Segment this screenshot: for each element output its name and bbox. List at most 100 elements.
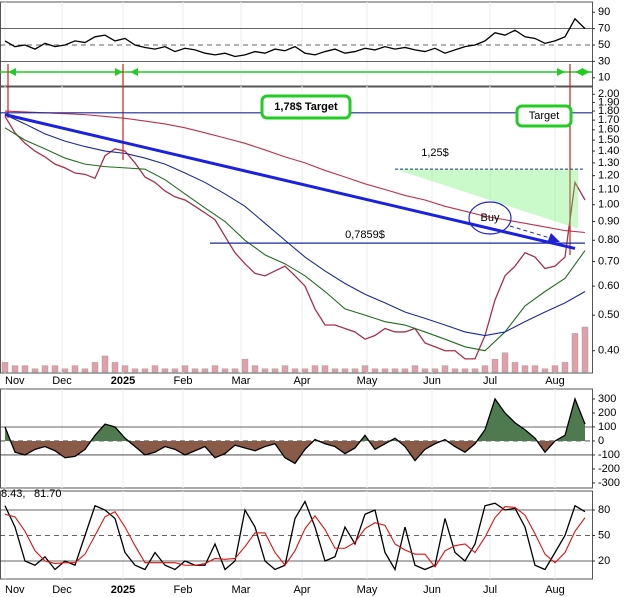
y-tick-label: 0.70 <box>598 255 619 267</box>
x-tick-label: Dec <box>52 375 72 387</box>
volume-bar <box>31 368 39 373</box>
volume-bar <box>321 365 329 373</box>
stoch-k-label: 8.43, <box>1 488 25 500</box>
y-tick-label: 0.50 <box>598 309 619 321</box>
volume-bar <box>1 362 9 373</box>
arrow-head <box>115 68 123 76</box>
volume-bar <box>201 368 209 373</box>
y-tick-label: 90 <box>598 6 610 18</box>
volume-bar <box>571 333 579 373</box>
volume-bar <box>81 368 89 373</box>
target-box-label: Target <box>529 110 560 122</box>
x-tick-label: Apr <box>293 375 310 387</box>
arrow-head <box>582 68 590 76</box>
x-tick-label: May <box>357 584 378 596</box>
volume-bar <box>311 365 319 373</box>
volume-bar <box>501 352 509 373</box>
panel-frame <box>0 388 593 489</box>
volume-bar <box>491 358 499 373</box>
y-tick-label: 0.80 <box>598 234 619 246</box>
y-tick-label: 10 <box>598 72 610 84</box>
volume-bar <box>231 368 239 373</box>
y-tick-label: 0 <box>598 435 604 447</box>
volume-bar <box>531 365 539 373</box>
volume-bar <box>391 368 399 373</box>
volume-bar <box>451 368 459 373</box>
y-tick-label: 1.80 <box>598 105 619 117</box>
y-tick-label: 30 <box>598 55 610 67</box>
volume-bar <box>131 368 139 373</box>
x-tick-label: May <box>357 375 378 387</box>
y-tick-label: -100 <box>598 449 620 461</box>
x-tick-label: 2025 <box>111 375 135 387</box>
volume-bar <box>351 368 359 373</box>
volume-bar <box>521 365 529 373</box>
volume-bar <box>341 368 349 373</box>
arrow-head <box>8 68 16 76</box>
y-tick-label: 1.90 <box>598 96 619 108</box>
volume-bar <box>151 365 159 373</box>
volume-bar <box>431 368 439 373</box>
volume-bar <box>551 365 559 373</box>
buy-arrow-head <box>547 233 560 243</box>
y-tick-label: 1.70 <box>598 114 619 126</box>
y-tick-label: 50 <box>598 529 610 541</box>
x-tick-label: Feb <box>174 375 193 387</box>
volume-bar <box>121 365 129 373</box>
volume-bar <box>51 365 59 373</box>
series-line <box>4 114 586 337</box>
buy-label: Buy <box>481 212 500 224</box>
series-line <box>4 116 586 360</box>
volume-bar <box>181 365 189 373</box>
y-tick-label: 1.50 <box>598 134 619 146</box>
volume-bar <box>251 365 259 373</box>
target-label: 1,78$ Target <box>274 101 338 113</box>
volume-bar <box>161 368 169 373</box>
x-tick-label: 2025 <box>111 584 135 596</box>
volume-bar <box>71 365 79 373</box>
series-line <box>4 506 586 568</box>
volume-bar <box>461 368 469 373</box>
volume-bar <box>581 326 589 373</box>
volume-bar <box>41 365 49 373</box>
target-zone <box>395 169 578 229</box>
volume-bar <box>561 362 569 373</box>
volume-bar <box>91 362 99 373</box>
volume-bar <box>221 368 229 373</box>
y-tick-label: 300 <box>598 393 616 405</box>
y-tick-label: 20 <box>598 555 610 567</box>
x-tick-label: Jun <box>423 375 441 387</box>
x-tick-label: Feb <box>174 584 193 596</box>
volume-bar <box>171 368 179 373</box>
y-tick-label: -300 <box>598 477 620 489</box>
volume-bar <box>281 365 289 373</box>
volume-bar <box>141 368 149 373</box>
panel-frame <box>0 1 593 88</box>
level-high-label: 1,25$ <box>421 147 449 159</box>
volume-bar <box>481 365 489 373</box>
trendline <box>4 113 576 250</box>
volume-bar <box>101 355 109 373</box>
x-tick-label: Jul <box>483 584 497 596</box>
volume-bar <box>291 368 299 373</box>
volume-bar <box>111 362 119 373</box>
panel-frame <box>0 490 593 580</box>
y-tick-label: 2.00 <box>598 88 619 100</box>
volume-bar <box>261 368 269 373</box>
volume-bar <box>191 368 199 373</box>
x-tick-label: Nov <box>5 584 25 596</box>
y-tick-label: 80 <box>598 504 610 516</box>
volume-bar <box>541 368 549 373</box>
y-tick-label: 70 <box>598 23 610 35</box>
stoch-d-label: 81.70 <box>34 488 62 500</box>
arrow-head <box>575 68 583 76</box>
series-line <box>4 396 586 465</box>
x-tick-label: Dec <box>52 584 72 596</box>
volume-bar <box>61 368 69 373</box>
volume-bar <box>421 368 429 373</box>
y-tick-label: -200 <box>598 463 620 475</box>
volume-bar <box>441 365 449 373</box>
x-tick-label: Mar <box>232 375 251 387</box>
x-tick-label: Nov <box>5 375 25 387</box>
y-tick-label: 1.00 <box>598 199 619 211</box>
